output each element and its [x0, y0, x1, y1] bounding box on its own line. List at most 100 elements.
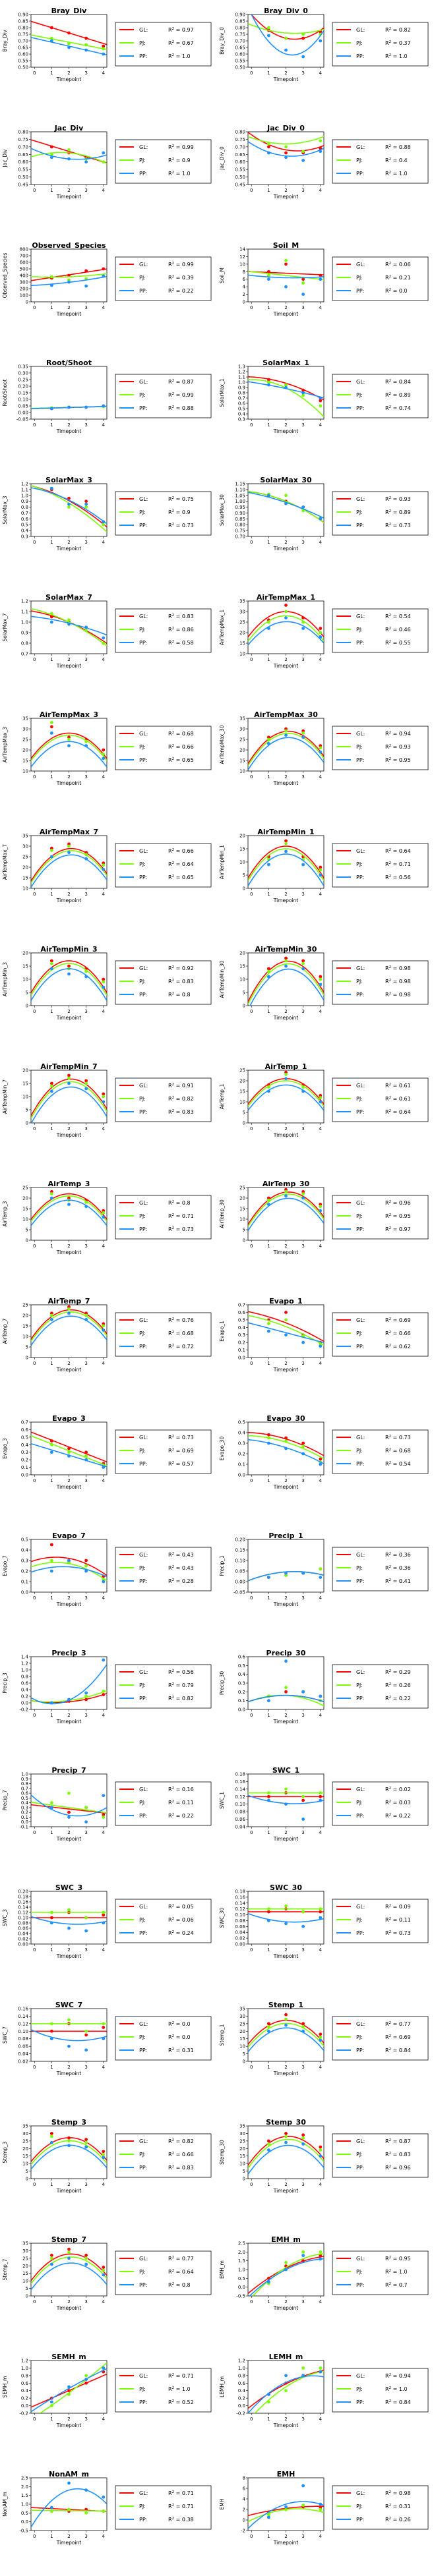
chart-panel: Observed_Species010020030040050060070080…	[2, 241, 212, 317]
chart-panel: SWC_300.000.020.040.060.080.100.120.140.…	[219, 1883, 429, 1959]
legend-r2-label: R	[168, 965, 172, 971]
legend-r2-label: R	[168, 379, 172, 385]
data-point-pp	[84, 1691, 88, 1695]
legend-entry: PJ: R2 = 0.06	[139, 1917, 194, 1923]
y-tick-label: 0.5	[238, 1317, 245, 1323]
y-tick-label: 1.1	[21, 487, 28, 492]
legend-r2-value: 0.71	[182, 2490, 194, 2496]
legend-series-name: PP	[139, 1930, 146, 1936]
data-point-gl	[49, 1916, 53, 1920]
y-axis-label: AirTemp_30	[219, 1199, 225, 1228]
y-tick-label: 0.04	[18, 2051, 28, 2057]
x-tick-label: 1	[267, 2182, 270, 2187]
y-tick-label: 0.2	[238, 1340, 245, 1346]
y-tick-label: 0.10	[18, 397, 28, 403]
data-point-pp	[84, 1820, 88, 1824]
y-tick-label: 0.06	[235, 1817, 245, 1822]
y-axis-label: Jac_Div_0	[219, 146, 225, 171]
x-axis-label: Timepoint	[273, 1953, 299, 1959]
data-point-pj	[266, 1322, 270, 1325]
plot-content	[248, 727, 324, 770]
legend-r2-label: R	[385, 1565, 389, 1571]
y-tick-label: 20	[239, 2146, 245, 2152]
legend-r2-label: R	[168, 1787, 172, 1792]
legend-box	[115, 2485, 212, 2530]
legend-r2-label: R	[168, 627, 172, 633]
data-point-pp	[284, 1446, 288, 1450]
data-point-pj	[319, 631, 323, 635]
y-tick-label: 0	[243, 1121, 245, 1126]
y-tick-label: 400	[20, 273, 28, 279]
plot-content	[31, 1305, 107, 1346]
legend-series-name: PP	[139, 1344, 146, 1350]
y-tick-label: 1.2	[238, 370, 245, 375]
y-tick-label: 0	[243, 2059, 245, 2065]
chart-title: SEMH_m	[51, 2353, 86, 2361]
data-point-pj	[266, 1791, 270, 1794]
y-tick-label: 0.5	[238, 1420, 245, 1425]
y-tick-label: 0.50	[235, 65, 245, 71]
legend-r2-value: 0.65	[182, 757, 194, 763]
data-point-pp	[301, 2142, 305, 2146]
data-point-gl	[319, 2032, 323, 2036]
y-tick-label: 5	[26, 1108, 28, 1113]
plot-content	[248, 14, 324, 59]
y-tick-label: 0.12	[235, 1794, 245, 1800]
legend-r2-label: R	[168, 1682, 172, 1688]
legend-series-name: GL	[356, 1669, 363, 1675]
legend-series-name: GL	[356, 379, 363, 385]
x-tick-label: 2	[284, 188, 287, 193]
data-point-pj	[284, 1190, 288, 1193]
legend-box	[332, 22, 429, 67]
chart-title: Bray_Div	[51, 7, 87, 15]
legend-series-name: PJ	[139, 2269, 144, 2275]
x-tick-label: 4	[319, 71, 323, 76]
y-axis-label: AirTemp_3	[2, 1201, 8, 1226]
y-tick-label: 30	[239, 2014, 245, 2019]
y-tick-label: 5	[26, 1345, 28, 1350]
legend-series-name: PJ	[139, 2152, 144, 2158]
x-tick-label: 4	[102, 1478, 106, 1483]
data-point-pj	[301, 509, 305, 513]
data-point-pj	[301, 2250, 305, 2254]
y-tick-label: 0.45	[18, 183, 28, 188]
data-point-pj	[319, 404, 323, 408]
fit-line-pj	[248, 491, 324, 523]
legend-series-name: GL	[356, 262, 363, 268]
legend-series-name: GL	[139, 1904, 146, 1910]
fit-line-pj	[248, 1315, 324, 1346]
legend-series-name: PJ	[356, 1800, 361, 1806]
y-tick-label: 0.4	[21, 1800, 29, 1806]
fit-line-pp	[31, 741, 107, 768]
y-tick-label: 0.9	[238, 386, 245, 391]
data-point-pp	[67, 851, 71, 854]
data-point-pp	[319, 2370, 323, 2374]
data-point-pj	[102, 753, 106, 756]
x-tick-label: 3	[301, 1947, 304, 1953]
fit-line-gl	[31, 1557, 107, 1576]
x-tick-label: 2	[67, 1713, 70, 1718]
legend-r2-value: 0.54	[399, 614, 411, 619]
data-point-pp	[266, 2029, 270, 2033]
data-point-pj	[301, 620, 305, 624]
legend-series-name: GL	[139, 1669, 146, 1675]
x-tick-label: 2	[284, 2182, 287, 2187]
fit-line-pj	[248, 615, 324, 642]
legend-series-name: GL	[356, 848, 363, 854]
data-point-gl	[266, 145, 270, 149]
data-point-gl	[49, 959, 53, 963]
plot-content	[31, 2132, 107, 2170]
y-tick-label: 0.02	[235, 1936, 245, 1941]
x-tick-label: 1	[267, 2065, 270, 2070]
y-tick-label: 0.0	[21, 2519, 28, 2525]
plot-content	[248, 1904, 324, 1928]
data-point-pp	[102, 867, 106, 871]
legend-series-name: GL	[356, 1904, 363, 1910]
data-point-pp	[102, 1215, 106, 1219]
legend-series-name: PP	[139, 640, 146, 646]
data-point-pp	[284, 733, 288, 737]
